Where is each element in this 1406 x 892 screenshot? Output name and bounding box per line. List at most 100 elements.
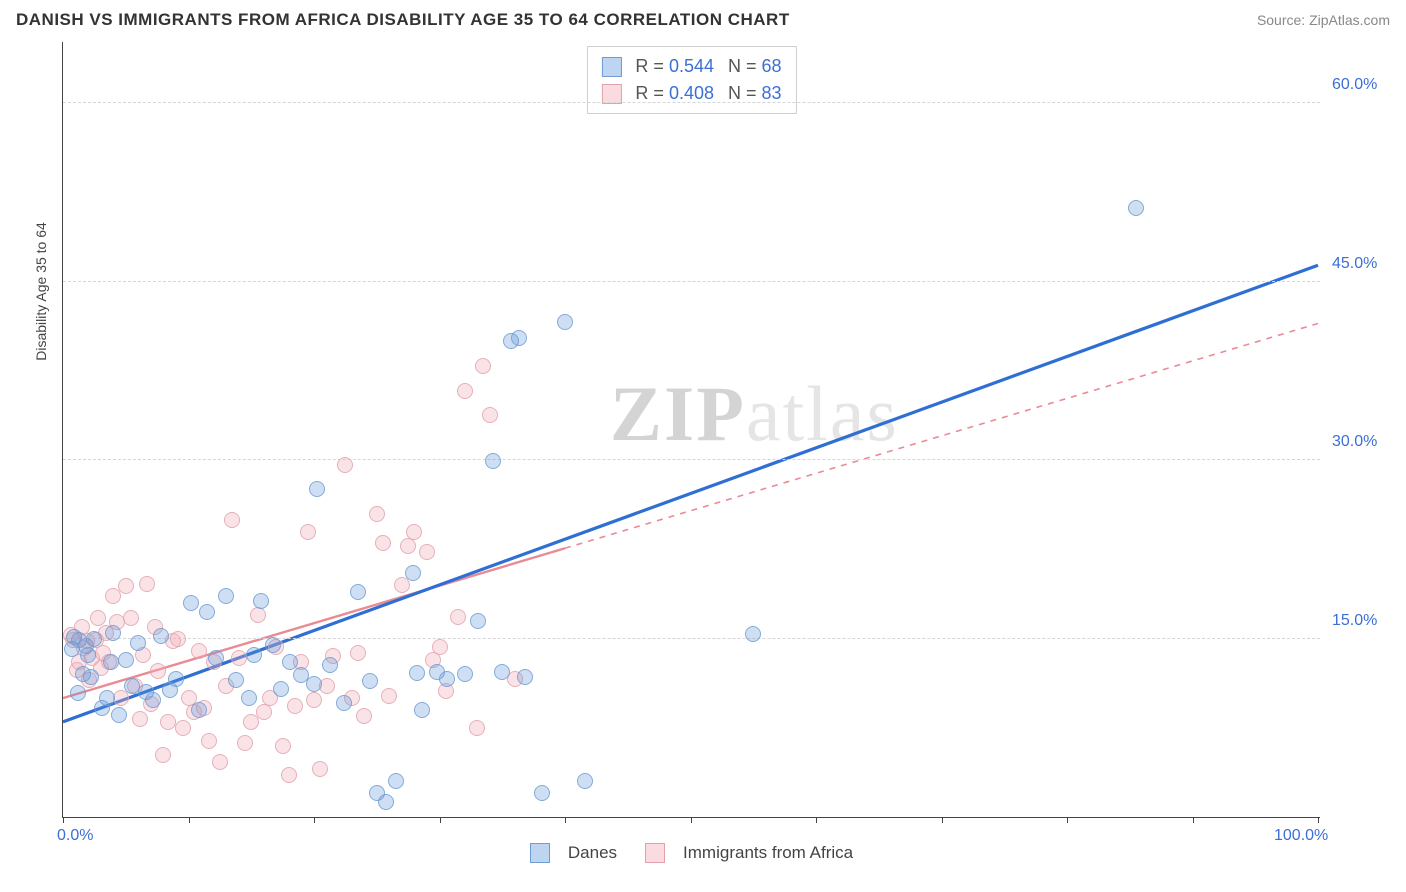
legend-blue-label: Danes: [568, 843, 617, 863]
data-point: [241, 690, 257, 706]
data-point: [273, 681, 289, 697]
data-point: [86, 631, 102, 647]
data-point: [105, 625, 121, 641]
data-point: [224, 512, 240, 528]
data-point: [99, 690, 115, 706]
data-point: [414, 702, 430, 718]
x-tick: [440, 817, 441, 823]
data-point: [256, 704, 272, 720]
data-point: [306, 676, 322, 692]
data-point: [419, 544, 435, 560]
legend-bottom: Danes Immigrants from Africa: [63, 843, 1320, 863]
data-point: [111, 707, 127, 723]
data-point: [168, 671, 184, 687]
trend-line: [565, 323, 1318, 548]
n-blue: 68: [762, 56, 782, 76]
swatch-blue-icon: [601, 57, 621, 77]
data-point: [312, 761, 328, 777]
data-point: [350, 584, 366, 600]
data-point: [337, 457, 353, 473]
data-point: [103, 654, 119, 670]
data-point: [577, 773, 593, 789]
data-point: [457, 666, 473, 682]
source-link[interactable]: ZipAtlas.com: [1309, 12, 1390, 28]
chart-container: Disability Age 35 to 64 ZIPatlas R = 0.5…: [10, 38, 1396, 868]
data-point: [375, 535, 391, 551]
data-point: [1128, 200, 1144, 216]
data-point: [336, 695, 352, 711]
x-tick: [816, 817, 817, 823]
r-label2: R =: [635, 83, 664, 103]
x-tick: [1318, 817, 1319, 823]
swatch-pink-icon: [601, 84, 621, 104]
r-blue: 0.544: [669, 56, 714, 76]
x-tick: [565, 817, 566, 823]
x-tick: [314, 817, 315, 823]
data-point: [80, 647, 96, 663]
data-point: [400, 538, 416, 554]
data-point: [145, 692, 161, 708]
data-point: [432, 639, 448, 655]
stats-box: R = 0.544 N = 68 R = 0.408 N = 83: [586, 46, 796, 114]
data-point: [300, 524, 316, 540]
data-point: [153, 628, 169, 644]
data-point: [350, 645, 366, 661]
data-point: [118, 652, 134, 668]
header: DANISH VS IMMIGRANTS FROM AFRICA DISABIL…: [10, 10, 1396, 38]
data-point: [457, 383, 473, 399]
y-tick-label: 15.0%: [1332, 612, 1377, 630]
x-tick: [942, 817, 943, 823]
data-point: [406, 524, 422, 540]
data-point: [150, 663, 166, 679]
data-point: [253, 593, 269, 609]
data-point: [170, 631, 186, 647]
x-tick: [691, 817, 692, 823]
data-point: [450, 609, 466, 625]
gridline: [63, 281, 1320, 282]
y-axis-title: Disability Age 35 to 64: [33, 222, 49, 361]
data-point: [511, 330, 527, 346]
r-label: R =: [635, 56, 664, 76]
watermark-atlas: atlas: [746, 370, 899, 457]
data-point: [557, 314, 573, 330]
data-point: [175, 720, 191, 736]
data-point: [83, 669, 99, 685]
data-point: [322, 657, 338, 673]
n-label2: N =: [728, 83, 757, 103]
n-pink: 83: [762, 83, 782, 103]
data-point: [70, 685, 86, 701]
data-point: [160, 714, 176, 730]
data-point: [281, 767, 297, 783]
watermark-zip: ZIP: [610, 370, 746, 457]
legend-swatch-blue-icon: [530, 843, 550, 863]
x-tick: [63, 817, 64, 823]
data-point: [212, 754, 228, 770]
gridline: [63, 638, 1320, 639]
data-point: [208, 650, 224, 666]
data-point: [191, 643, 207, 659]
data-point: [494, 664, 510, 680]
y-tick-label: 45.0%: [1332, 255, 1377, 273]
watermark: ZIPatlas: [610, 369, 899, 459]
n-label: N =: [728, 56, 757, 76]
x-tick-label: 100.0%: [1274, 827, 1328, 845]
data-point: [482, 407, 498, 423]
gridline: [63, 102, 1320, 103]
gridline: [63, 459, 1320, 460]
data-point: [218, 588, 234, 604]
data-point: [469, 720, 485, 736]
data-point: [362, 673, 378, 689]
data-point: [439, 671, 455, 687]
chart-title: DANISH VS IMMIGRANTS FROM AFRICA DISABIL…: [16, 10, 790, 30]
data-point: [191, 702, 207, 718]
data-point: [118, 578, 134, 594]
data-point: [139, 576, 155, 592]
data-point: [356, 708, 372, 724]
data-point: [309, 481, 325, 497]
r-pink: 0.408: [669, 83, 714, 103]
data-point: [123, 610, 139, 626]
data-point: [534, 785, 550, 801]
data-point: [250, 607, 266, 623]
data-point: [306, 692, 322, 708]
data-point: [369, 506, 385, 522]
